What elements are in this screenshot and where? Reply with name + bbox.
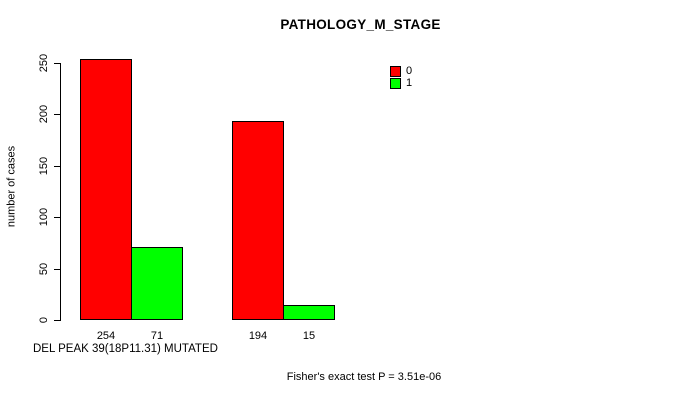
bar-value-label: 194 — [248, 330, 268, 342]
bar-1-group2 — [283, 305, 335, 320]
bar-0-group2 — [232, 121, 284, 320]
fisher-test-note: Fisher's exact test P = 3.51e-06 — [286, 371, 442, 383]
y-tick — [54, 217, 61, 218]
y-tick-label: 200 — [38, 104, 50, 124]
bar-value-label: 71 — [150, 330, 164, 342]
y-axis-line — [60, 63, 61, 321]
x-axis-title: DEL PEAK 39(18P11.31) MUTATED — [33, 343, 218, 355]
chart-title: PATHOLOGY_M_STAGE — [280, 17, 441, 32]
bar-0-group1 — [80, 59, 132, 320]
legend-row-0: 0 — [390, 65, 412, 77]
bar-value-label: 15 — [302, 330, 316, 342]
legend-row-1: 1 — [390, 77, 412, 89]
legend-label: 0 — [406, 65, 413, 77]
y-tick-label: 250 — [38, 53, 50, 73]
y-tick-label: 150 — [38, 156, 50, 176]
legend-swatch-icon — [390, 77, 401, 89]
y-tick-label: 100 — [38, 207, 50, 227]
y-tick — [54, 63, 61, 64]
y-tick — [54, 269, 61, 270]
y-tick-label: 50 — [38, 262, 50, 276]
bar-1-group1 — [131, 247, 183, 320]
y-tick — [54, 320, 61, 321]
legend-swatch-icon — [390, 65, 401, 77]
y-tick-label: 0 — [38, 316, 50, 324]
y-tick — [54, 114, 61, 115]
y-tick — [54, 166, 61, 167]
legend-label: 1 — [406, 77, 413, 89]
bar-value-label: 254 — [96, 330, 116, 342]
